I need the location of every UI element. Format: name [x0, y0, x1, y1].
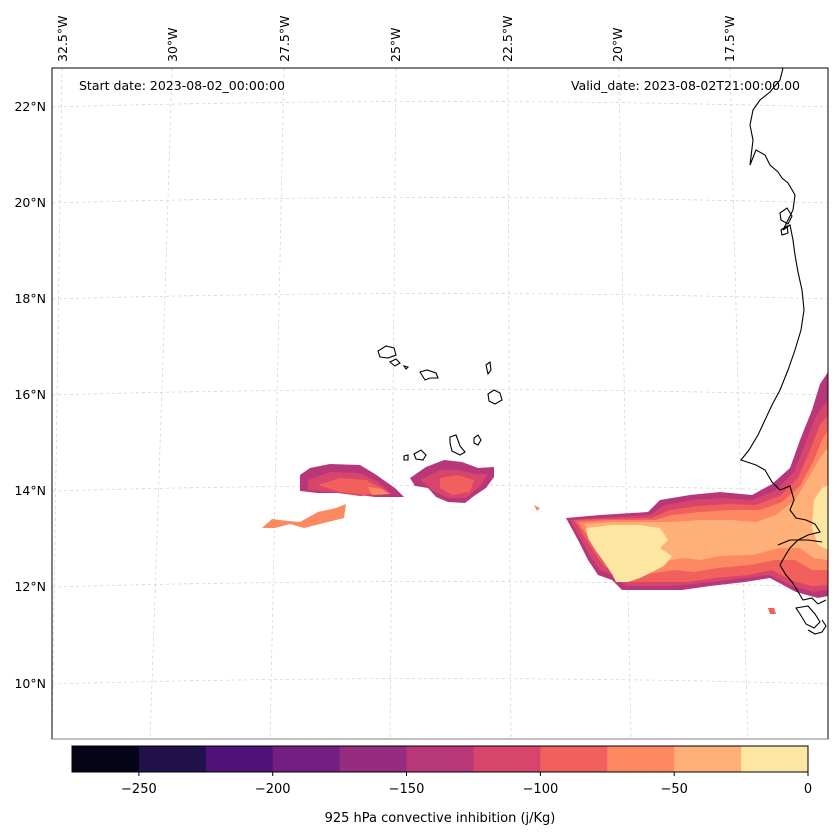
meridian-17.5w — [729, 68, 749, 739]
colorbar-swatch — [473, 746, 541, 772]
colorbar-tick-label: −200 — [255, 782, 291, 797]
parallel-10n — [52, 678, 828, 685]
colorbar-tick-label: 0 — [804, 782, 812, 797]
colorbar-swatches — [72, 746, 809, 772]
gridlines — [52, 68, 828, 739]
colorbar-tick-label: −50 — [660, 782, 687, 797]
coastlines — [740, 68, 827, 635]
colorbar: −250 −200 −150 −100 −50 0 925 hPa convec… — [71, 745, 812, 826]
island-santa-luzia — [402, 365, 410, 370]
colorbar-tick-label: −250 — [121, 782, 157, 797]
lat-label-14n: 14°N — [14, 483, 46, 498]
parallel-16n — [52, 389, 828, 396]
lat-label-10n: 10°N — [14, 676, 46, 691]
parallel-20n — [52, 197, 828, 204]
parallel-14n — [52, 485, 828, 492]
parallel-12n — [52, 581, 828, 588]
bissagos-islands — [807, 619, 827, 635]
lat-label-16n: 16°N — [14, 387, 46, 402]
colorbar-swatch — [607, 746, 675, 772]
colorbar-swatch — [674, 746, 742, 772]
island-sao-vicente — [388, 358, 401, 367]
meridian-25w — [389, 68, 397, 739]
lon-label-17.5w: 17.5°W — [722, 16, 737, 62]
colorbar-swatch — [272, 746, 341, 772]
colorbar-ticks — [138, 772, 809, 776]
cape-verde-islands — [377, 345, 503, 461]
lat-label-20n: 20°N — [14, 195, 46, 210]
colorbar-tick-label: −150 — [389, 782, 425, 797]
bissagos-coast — [795, 605, 821, 629]
island-santiago — [449, 434, 466, 456]
coast-islet-2 — [780, 225, 789, 236]
coast-islet-1 — [779, 207, 793, 225]
meridian-27.5w — [269, 68, 285, 739]
lon-label-25w: 25°W — [388, 27, 403, 62]
colorbar-tick-label: −100 — [523, 782, 559, 797]
lat-label-18n: 18°N — [14, 291, 46, 306]
cin-contour-central-core — [440, 475, 474, 495]
cin-field — [262, 372, 828, 614]
meridian-22.5w — [507, 68, 512, 739]
longitude-labels: 32.5°W 30°W 27.5°W 25°W 22.5°W 20°W 17.5… — [55, 16, 737, 62]
map-area — [52, 68, 828, 739]
valid-date-text: Valid_date: 2023-08-02T21:00:00.00 — [571, 78, 800, 93]
cin-contour-west-core2 — [368, 487, 390, 495]
colorbar-swatch — [339, 746, 408, 772]
cin-contour-west-core — [318, 478, 385, 495]
island-sao-nicolau — [419, 369, 439, 381]
lon-label-22.5w: 22.5°W — [500, 16, 515, 62]
colorbar-swatch — [72, 746, 140, 772]
colorbar-frame — [71, 745, 809, 773]
meridian-32.5w — [52, 68, 63, 739]
lon-label-32.5w: 32.5°W — [55, 16, 70, 62]
gambia-river — [777, 539, 823, 546]
island-brava — [403, 454, 409, 461]
colorbar-title: 925 hPa convective inhibition (j/Kg) — [325, 811, 556, 826]
colorbar-swatch — [540, 746, 608, 772]
cin-dot — [534, 505, 540, 511]
colorbar-swatch — [138, 746, 207, 772]
colorbar-swatch — [741, 746, 809, 772]
lat-label-12n: 12°N — [14, 579, 46, 594]
island-boa-vista — [487, 389, 503, 405]
cin-spot-sw — [768, 608, 776, 614]
island-santo-antao — [377, 345, 397, 359]
map-frame — [51, 67, 829, 740]
parallel-18n — [52, 293, 828, 300]
colorbar-swatch — [205, 746, 274, 772]
colorbar-swatch — [406, 746, 474, 772]
lon-label-27.5w: 27.5°W — [277, 16, 292, 62]
meridian-30w — [149, 68, 173, 739]
island-maio — [473, 434, 482, 446]
cin-contour-sw-strip — [262, 504, 346, 528]
africa-coast — [740, 68, 827, 605]
parallel-22n — [52, 101, 828, 108]
island-fogo — [413, 449, 427, 461]
lon-label-20w: 20°W — [610, 27, 625, 62]
island-sal — [485, 360, 492, 376]
lon-label-30w: 30°W — [165, 27, 180, 62]
start-date-text: Start date: 2023-08-02_00:00:00 — [79, 78, 285, 93]
cin-contour-east-core — [586, 525, 672, 582]
cin-contour-east-core-2 — [812, 485, 828, 550]
meridian-20w — [618, 68, 632, 739]
lat-label-22n: 22°N — [14, 99, 46, 114]
latitude-labels: 22°N 20°N 18°N 16°N 14°N 12°N 10°N — [14, 99, 46, 691]
